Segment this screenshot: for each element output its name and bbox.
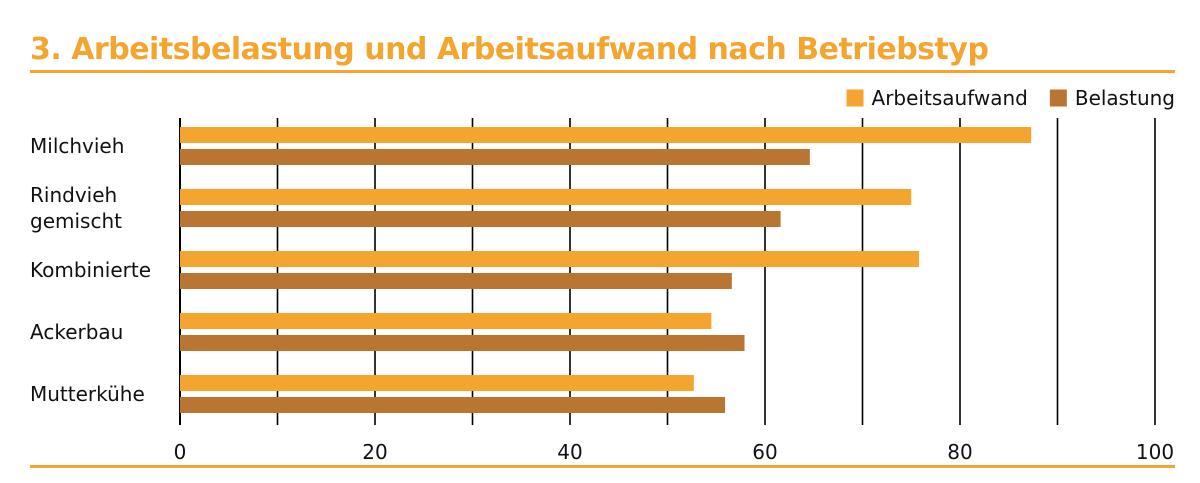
- x-tick-label: 60: [752, 440, 777, 464]
- bar-belastung-2: [180, 273, 732, 289]
- bar-arbeitsaufwand-2: [180, 251, 920, 267]
- legend-swatch: [1049, 89, 1067, 107]
- bars: [180, 127, 1032, 413]
- gridlines: [179, 118, 1156, 425]
- x-tick-label: 20: [362, 440, 387, 464]
- category-label: Rindvieh: [30, 183, 117, 207]
- legend-item: Arbeitsaufwand: [846, 86, 1028, 110]
- bottom-rule: [30, 465, 1175, 468]
- bar-arbeitsaufwand-1: [180, 189, 912, 205]
- x-tick-label: 100: [1136, 440, 1174, 464]
- x-axis-ticks: 0 20 40 60 80 100: [174, 440, 1174, 464]
- legend: Arbeitsaufwand Belastung: [846, 86, 1175, 110]
- category-label: Mutterkühe: [30, 382, 145, 406]
- legend-swatch: [846, 89, 864, 107]
- category-label: gemischt: [30, 209, 122, 233]
- bar-arbeitsaufwand-3: [180, 313, 712, 329]
- bar-arbeitsaufwand-0: [180, 127, 1032, 143]
- bar-belastung-0: [180, 149, 810, 165]
- x-tick-label: 80: [947, 440, 972, 464]
- bar-belastung-3: [180, 335, 745, 351]
- bar-belastung-4: [180, 397, 726, 413]
- bar-belastung-1: [180, 211, 781, 227]
- bar-arbeitsaufwand-4: [180, 375, 694, 391]
- category-label: Kombinierte: [30, 258, 151, 282]
- x-tick-label: 40: [557, 440, 582, 464]
- legend-label: Arbeitsaufwand: [872, 86, 1028, 110]
- chart-title: 3. Arbeitsbelastung und Arbeitsaufwand n…: [30, 32, 989, 67]
- title-underline: [30, 70, 1175, 73]
- category-label: Ackerbau: [30, 320, 123, 344]
- x-tick-label: 0: [174, 440, 187, 464]
- category-label: Milchvieh: [30, 134, 124, 158]
- legend-label: Belastung: [1075, 86, 1175, 110]
- legend-item: Belastung: [1049, 86, 1175, 110]
